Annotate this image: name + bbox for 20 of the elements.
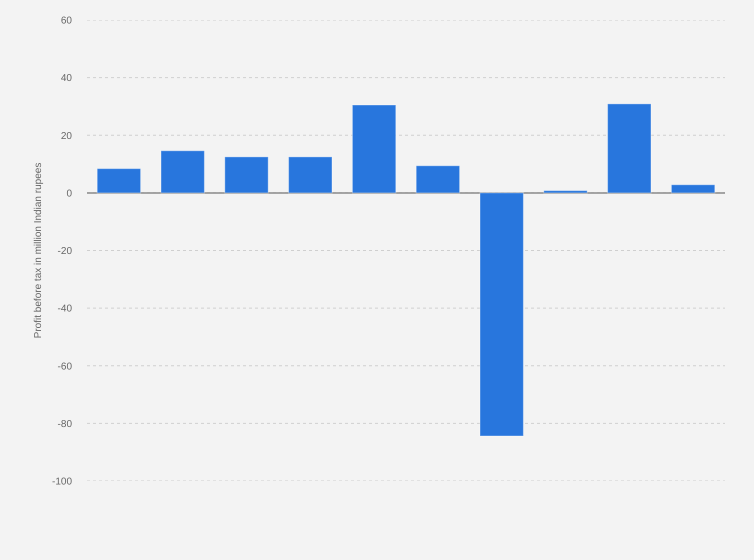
- bar: [288, 156, 332, 194]
- bar: [607, 103, 652, 194]
- y-tick-label: -40: [58, 304, 72, 315]
- y-tick-label: 40: [60, 73, 72, 84]
- y-tick-label: 20: [60, 130, 72, 142]
- y-tick-label: 0: [66, 188, 72, 200]
- y-tick-label: 60: [60, 16, 72, 26]
- bar: [224, 156, 269, 194]
- bar: [670, 184, 716, 194]
- bar: [416, 165, 460, 194]
- bar: [160, 150, 205, 194]
- y-tick-label: -60: [58, 361, 72, 372]
- y-tick-label: -80: [58, 418, 72, 430]
- y-tick-label: -100: [52, 476, 72, 488]
- bar: [96, 168, 142, 194]
- bar: [480, 192, 524, 437]
- bar: [543, 190, 588, 194]
- y-axis-title: Profit before tax in million Indian rupees: [32, 162, 44, 338]
- bar: [352, 104, 396, 194]
- y-tick-label: -20: [58, 246, 72, 257]
